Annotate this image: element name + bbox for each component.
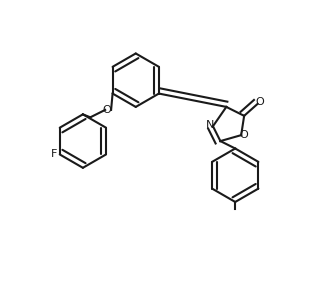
Text: O: O <box>102 105 111 115</box>
Text: F: F <box>51 149 57 159</box>
Text: O: O <box>240 130 249 140</box>
Text: N: N <box>206 120 214 130</box>
Text: O: O <box>256 97 264 108</box>
